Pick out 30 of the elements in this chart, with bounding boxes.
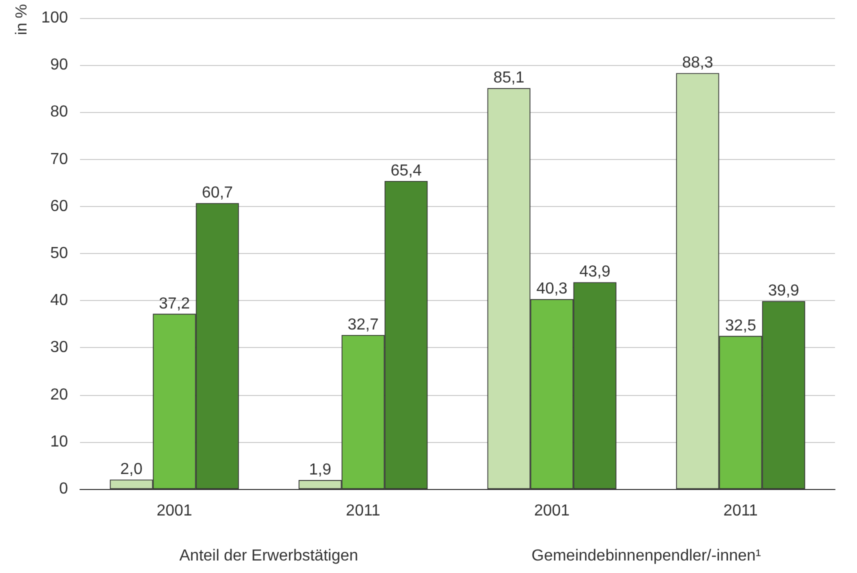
data-label: 32,7 [348,316,379,334]
data-label: 60,7 [202,184,234,202]
data-label: 65,4 [390,162,422,180]
x-tick-label: 2011 [723,502,758,520]
data-label: 32,5 [725,317,756,334]
y-axis-title: in % [14,4,30,36]
text: Anteil der Erwerbstätigen [179,548,358,564]
text: Gemeindebinnenpendler/-innen¹ [532,548,761,564]
y-tick-label: 70 [50,150,68,168]
data-label: 2,0 [120,461,143,478]
y-tick-label: 40 [50,292,68,310]
y-tick-label: 90 [50,56,68,74]
data-label: 85,1 [493,70,525,87]
y-tick-label: 30 [50,339,68,356]
y-tick-label: 100 [41,10,68,26]
data-label: 88,3 [682,54,714,72]
y-tick-label: 20 [50,386,68,404]
data-label: 1,9 [309,462,332,479]
y-tick-label: 10 [50,433,68,450]
data-label: 39,9 [768,282,800,300]
data-label: 37,2 [158,295,190,312]
y-tick-label: 50 [50,245,68,262]
x-tick-label: 2011 [346,502,380,520]
x-tick-label: 2001 [156,502,192,520]
y-tick-label: 0 [59,480,68,498]
x-tick-label: 2001 [534,502,570,520]
y-tick-label: 60 [50,198,68,215]
data-label: 43,9 [579,264,611,281]
y-tick-label: 80 [50,104,68,121]
data-label: 40,3 [536,280,568,298]
